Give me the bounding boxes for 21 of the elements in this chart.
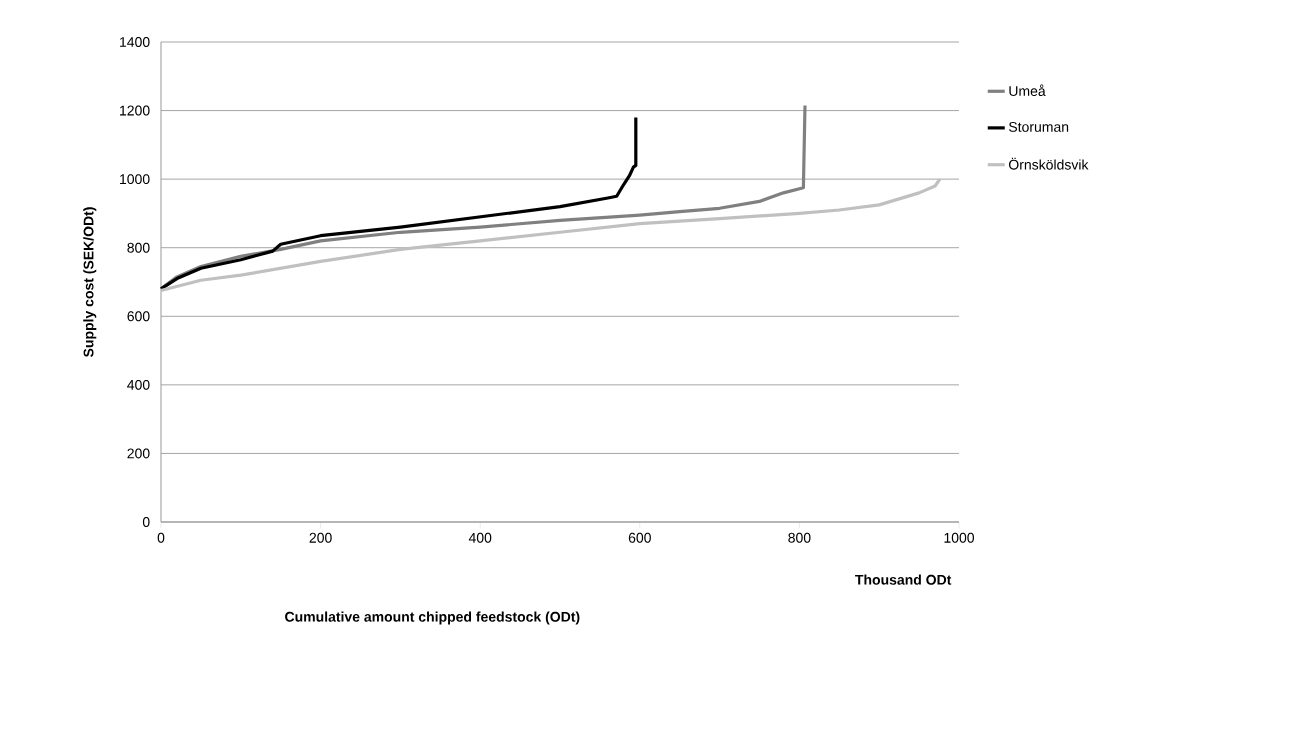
x-tick-label: 1000 bbox=[944, 532, 975, 543]
y-axis-title: Supply cost (SEK/ODt) bbox=[83, 207, 97, 358]
x-tick-label: 200 bbox=[309, 532, 332, 543]
x-axis-title: Cumulative amount chipped feedstock (ODt) bbox=[285, 611, 580, 625]
x-tick-label: 600 bbox=[628, 532, 651, 543]
y-tick-label: 1000 bbox=[120, 174, 150, 185]
x-tick-label: 400 bbox=[468, 532, 492, 543]
text: Thousand ODt bbox=[855, 574, 952, 585]
legend-label: Storuman bbox=[1008, 121, 1069, 132]
legend-label: Umeå bbox=[1009, 84, 1046, 97]
y-tick-label: 600 bbox=[127, 311, 150, 322]
y-tick-label: 200 bbox=[127, 448, 150, 459]
y-tick-label: 1200 bbox=[120, 105, 150, 116]
y-tick-label: 400 bbox=[127, 379, 150, 390]
y-tick-label: 1400 bbox=[120, 37, 150, 47]
y-tick-label: 0 bbox=[142, 517, 150, 527]
x-tick-label: 0 bbox=[157, 532, 165, 543]
legend-label: Örnsköldsvik bbox=[1009, 157, 1089, 170]
y-tick-label: 800 bbox=[127, 242, 150, 253]
line-series bbox=[159, 177, 942, 293]
x-tick-label: 800 bbox=[788, 532, 811, 543]
